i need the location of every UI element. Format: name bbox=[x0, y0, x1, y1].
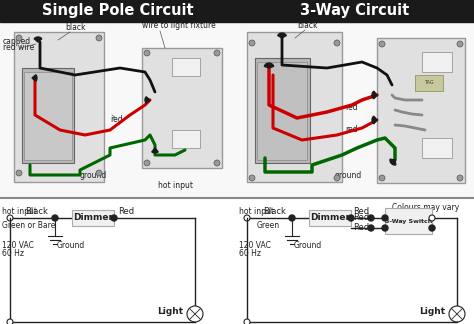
Text: black: black bbox=[65, 23, 85, 32]
Bar bbox=[142, 48, 222, 168]
Bar bbox=[172, 130, 200, 148]
Circle shape bbox=[214, 160, 220, 166]
Circle shape bbox=[429, 215, 435, 221]
Text: wire to light fixture: wire to light fixture bbox=[142, 21, 216, 30]
Text: capped: capped bbox=[3, 37, 31, 46]
Bar bbox=[172, 58, 200, 76]
Text: Light: Light bbox=[419, 307, 445, 317]
Text: Green or Bare: Green or Bare bbox=[2, 221, 55, 230]
Circle shape bbox=[96, 170, 102, 176]
Bar bbox=[22, 68, 74, 163]
Circle shape bbox=[457, 175, 463, 181]
Circle shape bbox=[379, 41, 385, 47]
Text: Red: Red bbox=[353, 207, 369, 216]
Bar bbox=[14, 32, 104, 182]
Text: 3-Way Switch: 3-Way Switch bbox=[385, 218, 432, 224]
Bar bbox=[237, 198, 474, 324]
Text: 60 Hz: 60 Hz bbox=[239, 249, 261, 258]
Text: TAG: TAG bbox=[424, 80, 434, 86]
Text: Single Pole Circuit: Single Pole Circuit bbox=[42, 4, 194, 18]
Bar bbox=[24, 72, 72, 160]
Text: ground: ground bbox=[80, 171, 107, 180]
Circle shape bbox=[111, 215, 117, 221]
Circle shape bbox=[368, 215, 374, 221]
Bar bbox=[385, 208, 432, 234]
Bar bbox=[0, 198, 237, 324]
Text: red: red bbox=[345, 103, 357, 112]
Text: 60 Hz: 60 Hz bbox=[2, 249, 24, 258]
Circle shape bbox=[7, 215, 13, 221]
Text: Colours may vary: Colours may vary bbox=[392, 203, 459, 212]
Wedge shape bbox=[372, 116, 377, 124]
Circle shape bbox=[379, 175, 385, 181]
Circle shape bbox=[249, 40, 255, 46]
Wedge shape bbox=[390, 159, 396, 165]
Wedge shape bbox=[372, 91, 377, 99]
Circle shape bbox=[244, 319, 250, 324]
Circle shape bbox=[144, 50, 150, 56]
Text: red: red bbox=[110, 115, 123, 124]
Bar bbox=[72, 210, 114, 226]
Text: Light: Light bbox=[157, 307, 183, 317]
Circle shape bbox=[52, 215, 58, 221]
Text: hot input: hot input bbox=[239, 207, 274, 216]
Circle shape bbox=[249, 175, 255, 181]
Circle shape bbox=[382, 225, 388, 231]
Text: Dimmer: Dimmer bbox=[310, 214, 350, 223]
Text: Red: Red bbox=[353, 223, 369, 232]
Text: Red: Red bbox=[353, 213, 369, 222]
Text: Ground: Ground bbox=[57, 241, 85, 250]
Text: hot input: hot input bbox=[158, 181, 193, 190]
Text: red: red bbox=[345, 125, 357, 134]
Text: 3-Way Circuit: 3-Way Circuit bbox=[301, 4, 410, 18]
Bar bbox=[0, 0, 237, 22]
Circle shape bbox=[368, 225, 374, 231]
Bar bbox=[257, 62, 307, 160]
Bar bbox=[377, 38, 465, 183]
Text: Ground: Ground bbox=[294, 241, 322, 250]
Text: Dimmer: Dimmer bbox=[73, 214, 113, 223]
Bar bbox=[422, 138, 452, 158]
Text: ground: ground bbox=[335, 171, 362, 180]
Circle shape bbox=[429, 225, 435, 231]
Text: Black: Black bbox=[25, 207, 48, 216]
Bar bbox=[255, 58, 310, 163]
Bar bbox=[309, 210, 351, 226]
Bar bbox=[422, 52, 452, 72]
Circle shape bbox=[96, 35, 102, 41]
Wedge shape bbox=[32, 75, 37, 81]
Wedge shape bbox=[152, 148, 158, 153]
Circle shape bbox=[187, 306, 203, 322]
Text: hot input: hot input bbox=[2, 207, 37, 216]
Circle shape bbox=[382, 215, 388, 221]
Bar bbox=[237, 22, 474, 198]
Wedge shape bbox=[264, 63, 273, 68]
Wedge shape bbox=[34, 37, 42, 42]
Circle shape bbox=[334, 175, 340, 181]
Bar bbox=[415, 75, 443, 91]
Wedge shape bbox=[278, 33, 286, 38]
Text: red wire: red wire bbox=[3, 43, 34, 52]
Circle shape bbox=[244, 215, 250, 221]
Circle shape bbox=[144, 160, 150, 166]
Circle shape bbox=[334, 40, 340, 46]
Text: black: black bbox=[297, 21, 318, 30]
Bar bbox=[237, 0, 474, 22]
Wedge shape bbox=[145, 97, 150, 103]
Text: Red: Red bbox=[118, 207, 134, 216]
Circle shape bbox=[16, 35, 22, 41]
Bar bbox=[247, 32, 342, 182]
Bar bbox=[0, 22, 237, 198]
Circle shape bbox=[16, 170, 22, 176]
Circle shape bbox=[457, 41, 463, 47]
Circle shape bbox=[449, 306, 465, 322]
Circle shape bbox=[348, 215, 354, 221]
Text: 120 VAC: 120 VAC bbox=[2, 241, 34, 250]
Circle shape bbox=[289, 215, 295, 221]
Circle shape bbox=[214, 50, 220, 56]
Circle shape bbox=[7, 319, 13, 324]
Text: 120 VAC: 120 VAC bbox=[239, 241, 271, 250]
Text: Green: Green bbox=[257, 221, 280, 230]
Text: Black: Black bbox=[263, 207, 286, 216]
